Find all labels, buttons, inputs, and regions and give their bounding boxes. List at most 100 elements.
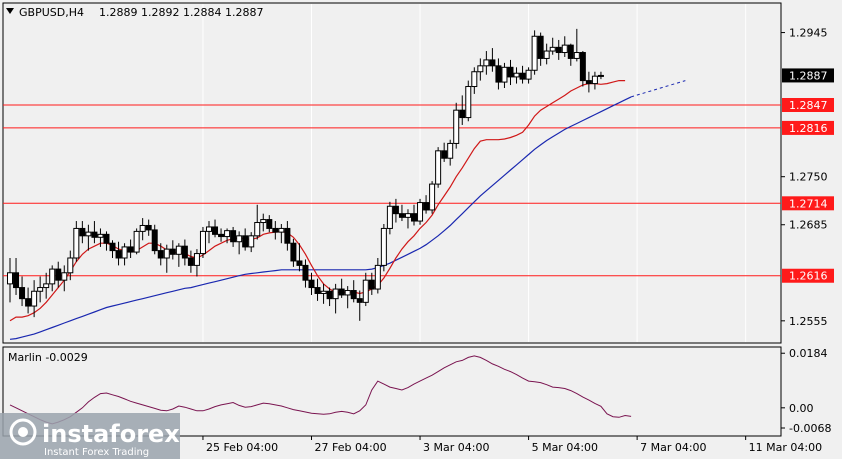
candle — [115, 241, 122, 266]
candle — [386, 201, 393, 235]
candle-body — [326, 290, 333, 300]
candle-body — [537, 35, 544, 59]
candle-body — [248, 235, 255, 248]
candle-body — [55, 268, 62, 281]
candle-body — [212, 226, 219, 235]
candle — [248, 232, 255, 253]
level-price-tag — [782, 120, 834, 135]
candle-body — [338, 288, 345, 296]
level-price-label: 1.2816 — [789, 122, 828, 135]
osc-y-tick-label: -0.0068 — [789, 422, 831, 435]
candle-body — [145, 224, 152, 231]
candle-body — [392, 205, 399, 215]
y-tick-label: 1.2555 — [789, 315, 828, 328]
candle-body — [453, 109, 460, 144]
level-price-label: 1.2714 — [789, 197, 828, 210]
candle-body — [435, 150, 442, 185]
candle — [447, 139, 454, 166]
candle-body — [483, 59, 490, 67]
candle — [199, 226, 206, 258]
ohlc-values: 1.2889 1.2892 1.2884 1.2887 — [99, 6, 263, 19]
candle — [411, 204, 418, 226]
candle-body — [302, 264, 309, 281]
candle — [266, 215, 273, 233]
candle-body — [489, 59, 496, 67]
candle — [79, 221, 86, 244]
candle — [296, 243, 303, 272]
x-tick-label: 11 Mar 04:00 — [749, 441, 822, 454]
candle-body — [199, 230, 206, 255]
candle-body — [495, 65, 502, 83]
candle — [507, 59, 514, 86]
y-tick-label: 1.2750 — [789, 171, 828, 184]
candle — [561, 36, 568, 57]
candle-body — [374, 264, 381, 290]
candle — [169, 240, 176, 260]
candle-body — [224, 230, 231, 238]
dropdown-triangle-icon[interactable] — [6, 8, 14, 14]
candle-body — [236, 235, 243, 243]
candle — [344, 286, 351, 309]
candle — [284, 221, 291, 251]
candle — [519, 65, 526, 84]
candle — [465, 80, 472, 122]
candle — [435, 147, 442, 188]
candle-body — [85, 231, 92, 237]
logo-mark-icon — [9, 418, 37, 446]
candle-body — [169, 248, 176, 255]
candle — [326, 287, 333, 307]
candle — [320, 283, 327, 304]
candle — [230, 226, 237, 247]
candle-body — [181, 245, 188, 259]
candle — [423, 195, 430, 214]
candle-body — [73, 227, 80, 259]
level-price-tag — [782, 98, 834, 112]
candle — [278, 224, 285, 244]
candle — [121, 243, 128, 266]
candle-body — [121, 246, 128, 259]
candle-body — [531, 35, 538, 71]
slow-ma-line — [9, 96, 632, 340]
candle — [543, 43, 550, 65]
x-tick-label: 3 Mar 04:00 — [423, 441, 489, 454]
candle-body — [441, 150, 448, 159]
candle — [380, 224, 387, 272]
candle — [489, 48, 496, 72]
candle — [73, 221, 80, 262]
candle-body — [187, 257, 194, 266]
candle — [151, 224, 158, 255]
candle-body — [314, 287, 321, 294]
candle-body — [447, 142, 454, 159]
candle — [163, 244, 170, 273]
price-panel — [2, 2, 782, 344]
current-price-label: 1.2887 — [789, 69, 828, 82]
candle — [332, 283, 339, 314]
candle — [67, 250, 74, 281]
candle — [236, 231, 243, 255]
candle — [338, 278, 345, 298]
candle-body — [193, 253, 200, 266]
candle — [61, 265, 68, 292]
candle-body — [49, 268, 56, 285]
candle — [308, 272, 315, 295]
candle-body — [362, 279, 369, 303]
indicator-label: Marlin -0.0029 — [8, 351, 88, 364]
candle — [55, 261, 62, 288]
candle — [404, 209, 411, 229]
candle — [254, 204, 261, 240]
candle — [260, 213, 267, 232]
candle-body — [254, 222, 261, 237]
candle — [109, 240, 116, 258]
candle-body — [296, 260, 303, 266]
candle-body — [97, 233, 104, 238]
candle — [19, 276, 26, 307]
candle — [103, 231, 110, 251]
candle-body — [555, 46, 562, 54]
level-price-tag — [782, 196, 834, 211]
candle — [537, 32, 544, 66]
candle-body — [37, 287, 44, 292]
candle-body — [266, 219, 273, 229]
candle-body — [585, 80, 592, 85]
